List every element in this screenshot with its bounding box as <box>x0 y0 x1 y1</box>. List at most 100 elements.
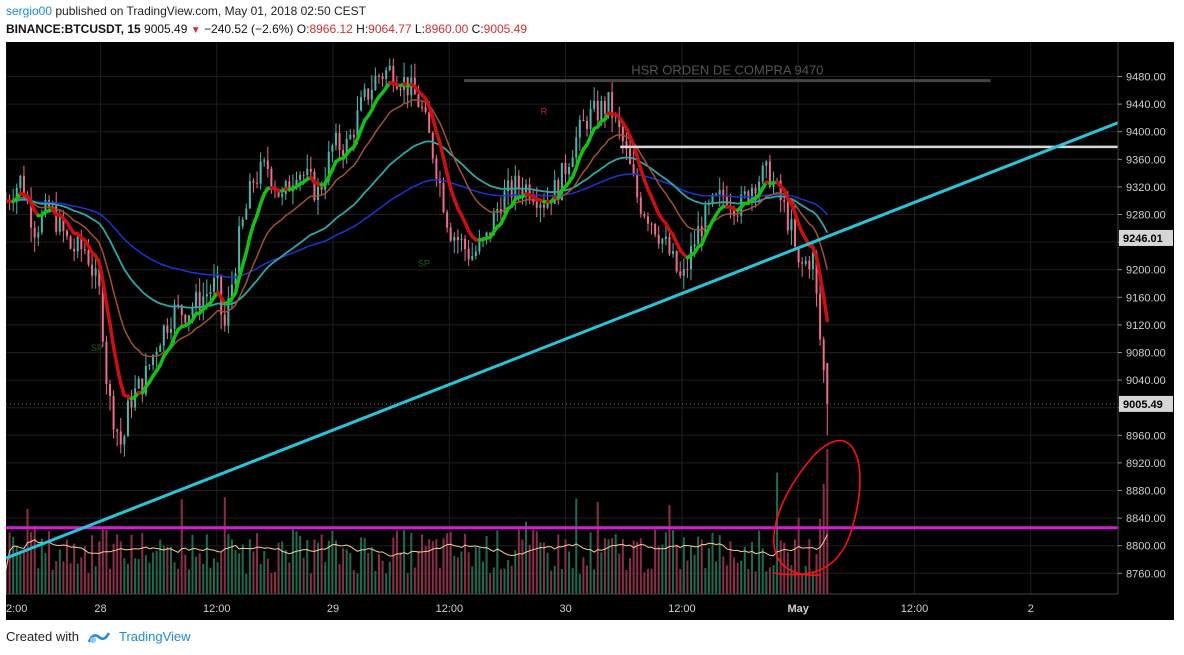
volume-bar <box>169 546 172 594</box>
volume-bar <box>277 542 280 594</box>
volume-bar <box>216 562 219 594</box>
volume-bar <box>790 565 793 594</box>
volume-bar <box>492 567 495 594</box>
tradingview-link[interactable]: TradingView <box>118 629 191 644</box>
volume-bar <box>309 573 312 594</box>
annotation-ellipse <box>772 439 861 576</box>
volume-bar <box>19 553 22 594</box>
ema-8-segment <box>108 322 116 350</box>
volume-bar <box>58 549 61 594</box>
volume-bar <box>704 567 707 594</box>
candle-body <box>765 161 768 166</box>
candle-body <box>582 119 585 121</box>
ema-8-segment <box>814 255 822 278</box>
candle-body <box>693 244 696 247</box>
volume-bar <box>363 537 366 594</box>
volume-bar <box>528 544 531 594</box>
candle-body <box>754 187 757 194</box>
candle-body <box>392 65 395 86</box>
volume-ma-line <box>6 534 828 570</box>
candle-body <box>381 76 384 79</box>
volume-bar <box>12 536 15 594</box>
ema-8-segment <box>639 167 647 182</box>
candle-body <box>288 181 291 192</box>
volume-bar <box>377 553 380 594</box>
volume-bar <box>40 538 43 594</box>
volume-bar <box>571 568 574 594</box>
volume-bar <box>740 560 743 594</box>
volume-bar <box>761 548 764 594</box>
candle-body <box>697 226 700 245</box>
volume-bar <box>295 531 298 594</box>
ema-8-segment <box>793 211 801 226</box>
last-price-tag-box <box>1119 395 1173 412</box>
volume-bar <box>234 550 237 594</box>
candle-body <box>306 168 309 176</box>
price-tick-label: 9440.00 <box>1126 99 1166 111</box>
ema-8-segment <box>97 260 105 282</box>
volume-bar <box>811 572 814 594</box>
ema-8-segment <box>427 104 435 120</box>
volume-bar <box>532 529 535 594</box>
ema-8-segment <box>818 273 826 299</box>
candle-body <box>657 234 660 244</box>
candle-body <box>241 219 244 227</box>
ema-8-segment <box>244 234 252 255</box>
time-axis-background <box>6 594 1174 620</box>
candle-body <box>794 219 797 247</box>
volume-bar <box>385 573 388 594</box>
candle-body <box>689 246 692 270</box>
volume-bar <box>116 534 119 594</box>
candle-body <box>507 180 510 192</box>
author-link[interactable]: sergio00 <box>6 4 53 18</box>
candle-body <box>801 262 804 264</box>
price-chart[interactable]: HSR ORDEN DE COMPRA 9470 SP SP R 8760.00 880… <box>6 42 1174 620</box>
candle-body <box>360 97 363 111</box>
candle-body <box>55 205 58 232</box>
ema-8-segment <box>111 345 119 368</box>
open-value: 8966.12 <box>309 22 353 36</box>
volume-bar <box>661 544 664 594</box>
volume-bar <box>144 555 147 594</box>
volume-bar <box>743 546 746 594</box>
volume-bar <box>112 543 115 594</box>
low-value: 8960.00 <box>424 22 469 36</box>
high-value: 9064.77 <box>368 22 412 36</box>
candle-body <box>679 271 682 276</box>
volume-bar <box>456 557 459 594</box>
volume-bar <box>245 573 248 594</box>
candle-body <box>363 88 366 98</box>
marker-price-tag-box <box>1119 229 1173 246</box>
volume-bar <box>227 533 230 594</box>
candle-body <box>421 106 424 108</box>
volume-bar <box>33 525 36 594</box>
candle-body <box>159 345 162 352</box>
ascending-trendline <box>6 121 1119 560</box>
volume-bar <box>646 568 649 594</box>
volume-bar <box>600 552 603 594</box>
volume-bar <box>223 497 226 594</box>
volume-bar <box>395 530 398 594</box>
candle-body <box>116 429 119 432</box>
candle-body <box>367 88 370 100</box>
volume-bar <box>356 573 359 594</box>
time-tick-label: 29 <box>327 603 339 615</box>
candle-body <box>826 363 829 404</box>
candle-body <box>338 132 341 151</box>
candle-body <box>761 165 764 182</box>
volume-bar <box>406 573 409 594</box>
volume-bar <box>539 542 542 594</box>
volume-bar <box>689 546 692 594</box>
volume-bar <box>137 559 140 594</box>
volume-bar <box>521 539 524 594</box>
volume-bar <box>155 550 158 594</box>
axes: 8760.00 8800.00 8840.00 8880.00 8920.00 8960.… <box>6 42 1174 620</box>
candle-body <box>277 190 280 197</box>
volume-bar <box>392 537 395 594</box>
candle-body <box>428 111 431 133</box>
volume-bar <box>449 531 452 594</box>
candle-body <box>471 255 474 260</box>
ema-8-segment <box>431 116 439 134</box>
volume-bar <box>611 538 614 594</box>
candle-body <box>148 364 151 366</box>
